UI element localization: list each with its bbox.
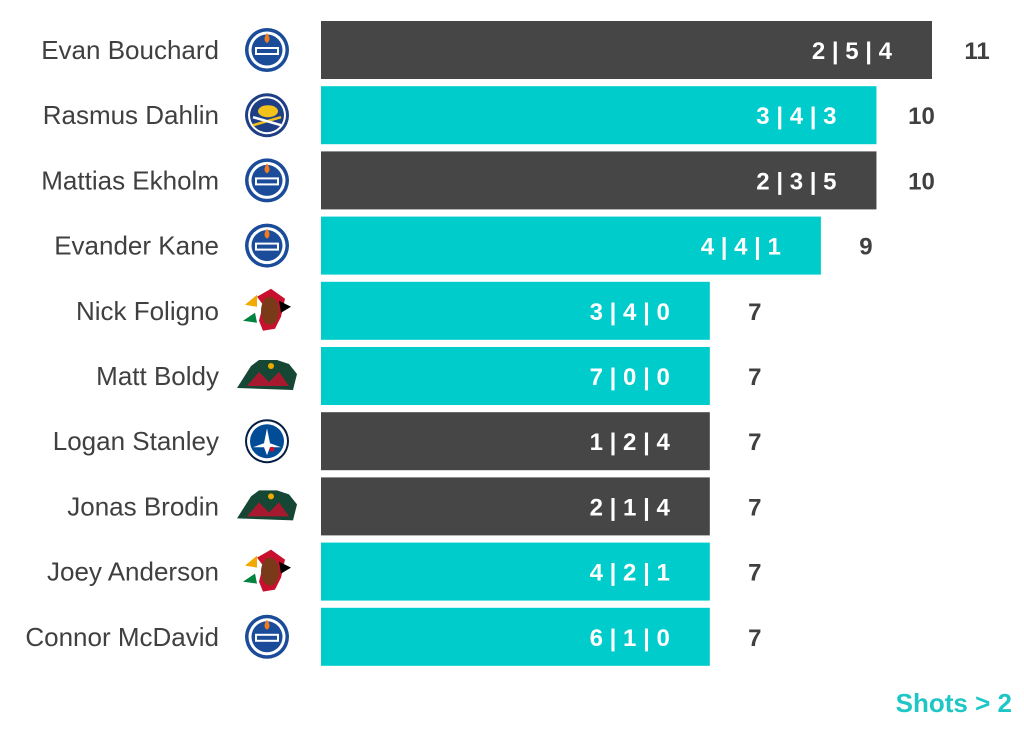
- bar-breakdown-label: 4 | 2 | 1: [590, 560, 670, 587]
- bar-row: Matt Boldy 7 | 0 | 0 7: [96, 347, 761, 405]
- bar-total-label: 7: [748, 560, 761, 587]
- bar-row: Nick Foligno 3 | 4 | 0 7: [76, 281, 761, 340]
- bar: [321, 216, 821, 275]
- bar-total-label: 7: [748, 494, 761, 521]
- bar: [321, 542, 710, 601]
- bar-row: Mattias Ekholm 2 | 3 | 5 10: [41, 151, 935, 210]
- bar-breakdown-label: 4 | 4 | 1: [701, 234, 781, 261]
- bar: [321, 281, 710, 340]
- bar-breakdown-label: 3 | 4 | 0: [590, 299, 670, 326]
- bar-breakdown-label: 2 | 1 | 4: [590, 494, 671, 521]
- bar-total-label: 10: [908, 168, 935, 195]
- wild-logo-icon: [237, 490, 297, 521]
- bar-total-label: 7: [748, 299, 761, 326]
- player-name-label: Jonas Brodin: [67, 491, 219, 521]
- footnote: Shots > 2: [895, 688, 1012, 718]
- bar-row: Logan Stanley 1 | 2 | 4 7: [53, 412, 761, 471]
- bar-row: Evan Bouchard 2 | 5 | 4 11: [41, 21, 990, 79]
- player-name-label: Joey Anderson: [47, 557, 219, 587]
- bar-total-label: 7: [748, 364, 761, 391]
- blackhawks-logo-icon: [243, 549, 291, 592]
- player-name-label: Connor McDavid: [25, 622, 219, 652]
- player-name-label: Mattias Ekholm: [41, 165, 219, 195]
- bar: [321, 412, 710, 471]
- bar-row: Evander Kane 4 | 4 | 1 9: [54, 216, 873, 275]
- player-name-label: Logan Stanley: [53, 426, 219, 456]
- bar-breakdown-label: 1 | 2 | 4: [590, 429, 671, 456]
- player-name-label: Evander Kane: [54, 231, 219, 261]
- oilers-logo-icon: [245, 158, 289, 203]
- oilers-logo-icon: [245, 28, 289, 72]
- sabres-logo-icon: [245, 93, 289, 138]
- bar-total-label: 9: [859, 234, 872, 261]
- wild-logo-icon: [237, 360, 297, 390]
- jets-logo-icon: [245, 419, 289, 464]
- bar: [321, 477, 710, 536]
- bar-total-label: 7: [748, 429, 761, 456]
- bar: [321, 21, 932, 79]
- bar-row: Connor McDavid 6 | 1 | 0 7: [25, 607, 761, 666]
- bar-row: Joey Anderson 4 | 2 | 1 7: [47, 542, 761, 601]
- oilers-logo-icon: [245, 614, 289, 659]
- bar: [321, 347, 710, 405]
- bar: [321, 151, 877, 210]
- player-name-label: Evan Bouchard: [41, 35, 219, 65]
- blackhawks-logo-icon: [243, 288, 291, 331]
- bar-total-label: 7: [748, 625, 761, 652]
- bar-breakdown-label: 2 | 3 | 5: [756, 168, 836, 195]
- bar-breakdown-label: 2 | 5 | 4: [812, 38, 893, 65]
- bar-breakdown-label: 7 | 0 | 0: [590, 364, 670, 391]
- bar-row: Jonas Brodin 2 | 1 | 4 7: [67, 477, 761, 536]
- bar-breakdown-label: 6 | 1 | 0: [590, 625, 670, 652]
- player-name-label: Nick Foligno: [76, 296, 219, 326]
- player-name-label: Matt Boldy: [96, 361, 219, 391]
- bar-breakdown-label: 3 | 4 | 3: [756, 103, 836, 130]
- bar: [321, 607, 710, 666]
- player-name-label: Rasmus Dahlin: [43, 100, 219, 130]
- bar-row: Rasmus Dahlin 3 | 4 | 3 10: [43, 86, 935, 145]
- bar: [321, 86, 877, 145]
- bar-total-label: 10: [908, 103, 935, 130]
- bar-total-label: 11: [964, 38, 989, 65]
- oilers-logo-icon: [245, 223, 289, 268]
